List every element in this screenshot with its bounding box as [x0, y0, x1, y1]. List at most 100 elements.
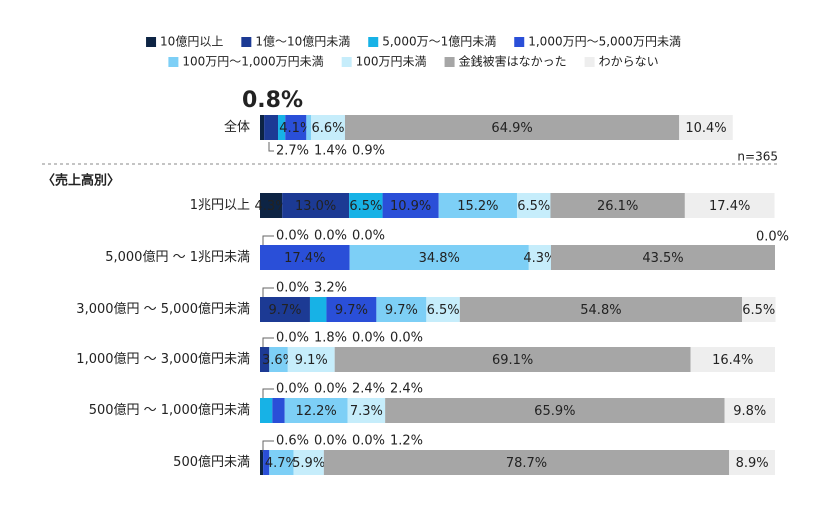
legend-label: 5,000万～1億円未満: [382, 35, 496, 49]
bar-segment: [376, 297, 427, 322]
value-label: 1.2%: [390, 434, 423, 449]
value-label: 0.0%: [276, 229, 309, 244]
category-label: 3,000億円 ～ 5,000億円未満: [76, 301, 250, 317]
value-label: 9.7%: [385, 303, 418, 318]
category-label: 500億円未満: [173, 454, 250, 470]
bar-segment: [323, 450, 730, 475]
legend-swatch: [514, 37, 525, 47]
value-label: 26.1%: [597, 199, 638, 214]
value-label: 9.8%: [733, 404, 766, 419]
bar-segment: [426, 297, 460, 322]
bar-segment: [310, 115, 345, 140]
bar-segment: [269, 450, 294, 475]
value-label: 7.3%: [350, 404, 383, 419]
bar-segment: [282, 193, 350, 218]
bar-segment: [347, 398, 386, 423]
bar-segment: [528, 245, 551, 270]
bar-segment: [344, 115, 680, 140]
bar-segment: [284, 398, 348, 423]
value-label: 0.6%: [276, 434, 309, 449]
value-label: 69.1%: [492, 353, 533, 368]
bar-segment: [334, 347, 691, 372]
legend-swatch: [368, 37, 379, 47]
value-label: 13.0%: [295, 199, 336, 214]
bar-segment: [349, 245, 529, 270]
legend-swatch: [168, 57, 179, 67]
value-label: 6.5%: [427, 303, 460, 318]
value-label: 0.0%: [352, 434, 385, 449]
value-label: 0.0%: [276, 382, 309, 397]
section-label: 〈売上高別〉: [42, 173, 120, 189]
bar-segment: [306, 115, 311, 140]
value-label: 4.1%: [279, 121, 312, 136]
bar-segment: [285, 115, 307, 140]
leader-line: [268, 142, 274, 152]
value-label: 0.0%: [352, 331, 385, 346]
bar-segment: [309, 297, 327, 322]
legend-swatch: [341, 57, 352, 67]
value-label: 9.1%: [295, 353, 328, 368]
value-label: 34.8%: [419, 251, 460, 266]
value-label: 78.7%: [506, 456, 547, 471]
bar-segment: [684, 193, 775, 218]
value-label: 0.9%: [352, 144, 385, 159]
legend-swatch: [444, 57, 455, 67]
value-label: 0.0%: [314, 434, 347, 449]
bar-segment: [679, 115, 733, 140]
value-label: 2.4%: [352, 382, 385, 397]
annotation: n=365: [737, 150, 778, 164]
bar-segment: [293, 450, 324, 475]
bar-segment: [278, 115, 286, 140]
bar-segment: [264, 115, 279, 140]
value-label: 0.0%: [756, 230, 789, 245]
value-label: 6.6%: [311, 121, 344, 136]
bar-segment: [260, 450, 264, 475]
value-label: 10.4%: [685, 121, 726, 136]
value-label: 3.2%: [314, 281, 347, 296]
bar-segment: [349, 193, 383, 218]
bar-segment: [724, 398, 775, 423]
leader-line: [262, 388, 274, 400]
category-label: 5,000億円 ～ 1兆円未満: [105, 249, 250, 265]
bar-segment: [382, 193, 439, 218]
bar-segment: [272, 398, 285, 423]
legend-label: 1,000万円～5,000万円未満: [528, 35, 681, 49]
value-label: 15.2%: [457, 199, 498, 214]
category-label: 1兆円以上: [190, 198, 250, 213]
value-label: 17.4%: [284, 251, 325, 266]
value-label: 2.4%: [390, 382, 423, 397]
bar-segment: [729, 450, 775, 475]
value-label: 0.0%: [276, 331, 309, 346]
value-label: 64.9%: [491, 121, 532, 136]
value-label: 65.9%: [534, 404, 575, 419]
bar-segment: [260, 347, 270, 372]
value-label: 54.8%: [580, 303, 621, 318]
value-label: 4.3%: [523, 251, 556, 266]
legend-label: 100万円未満: [356, 55, 427, 69]
value-label: 10.9%: [390, 199, 431, 214]
bar-segment: [742, 297, 776, 322]
leader-line: [262, 235, 274, 247]
value-label: 16.4%: [712, 353, 753, 368]
value-label: 6.5%: [517, 199, 550, 214]
bar-segment: [269, 347, 288, 372]
bar-segment: [326, 297, 377, 322]
leader-line: [262, 337, 274, 349]
value-label: 6.5%: [349, 199, 382, 214]
value-label: 0.0%: [352, 229, 385, 244]
value-label: 8.9%: [736, 456, 769, 471]
value-label: 3.6%: [262, 353, 295, 368]
value-label: 0.0%: [314, 382, 347, 397]
legend-label: 金銭被害はなかった: [459, 54, 567, 69]
category-label: 500億円 ～ 1,000億円未満: [89, 402, 250, 418]
value-label: 1.8%: [314, 331, 347, 346]
bar-segment: [459, 297, 743, 322]
value-label: 0.0%: [314, 229, 347, 244]
value-label: 4.3%: [255, 199, 288, 214]
legend-swatch: [241, 37, 252, 47]
value-label: 1.4%: [314, 144, 347, 159]
value-label: 9.7%: [268, 303, 301, 318]
bar-segment: [260, 297, 310, 322]
